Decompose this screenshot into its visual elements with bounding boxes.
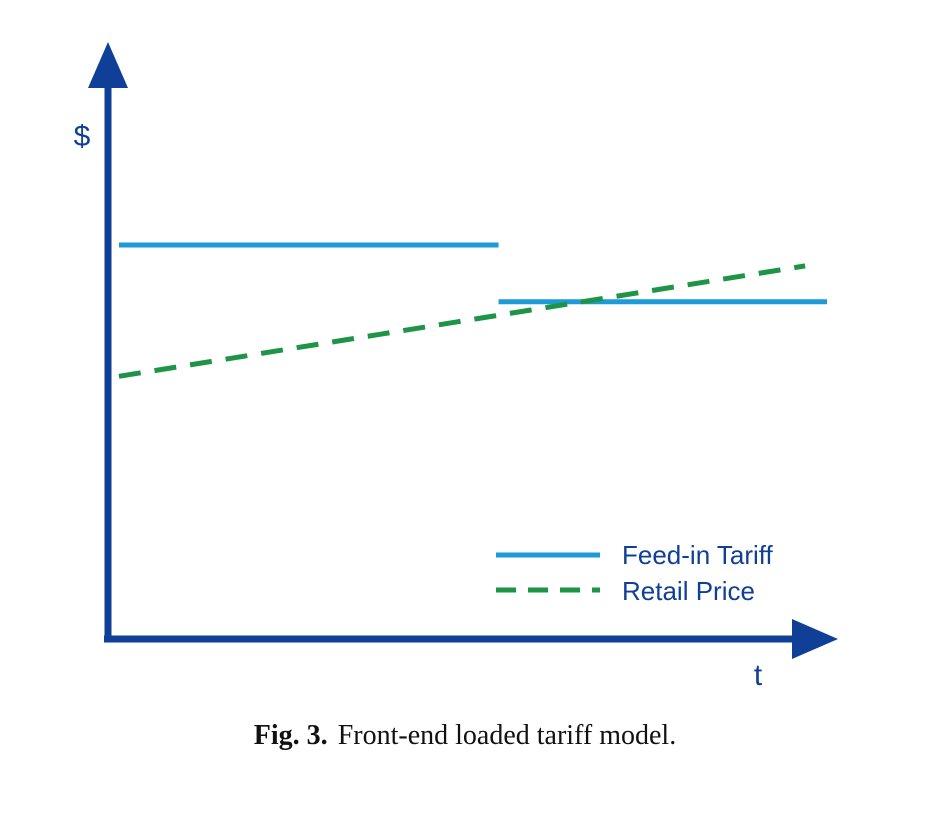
legend-label-feed-in-tariff: Feed-in Tariff [622,540,774,570]
x-axis-label: t [754,659,763,692]
axes: $ t [74,42,838,692]
legend: Feed-in Tariff Retail Price [496,540,774,606]
tariff-chart: $ t Feed-in Tariff Retail Price [74,42,838,692]
figure-caption: Fig. 3. Front-end loaded tariff model. [0,720,930,752]
plot-lines [118,242,828,379]
series-retail-price-segment-1 [118,263,806,379]
y-axis-label: $ [74,120,91,153]
figure-number: Fig. 3. [253,720,328,751]
legend-label-retail-price: Retail Price [622,576,755,606]
y-axis-arrowhead [88,42,128,88]
x-axis-arrowhead [792,619,838,659]
figure-caption-text: Front-end loaded tariff model. [337,720,677,751]
